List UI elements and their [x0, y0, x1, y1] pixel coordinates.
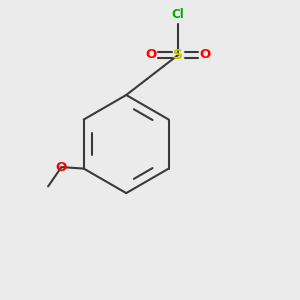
- Text: O: O: [200, 48, 211, 62]
- Text: O: O: [146, 48, 157, 62]
- Text: O: O: [56, 160, 67, 174]
- Text: S: S: [173, 48, 183, 62]
- Text: Cl: Cl: [172, 8, 184, 21]
